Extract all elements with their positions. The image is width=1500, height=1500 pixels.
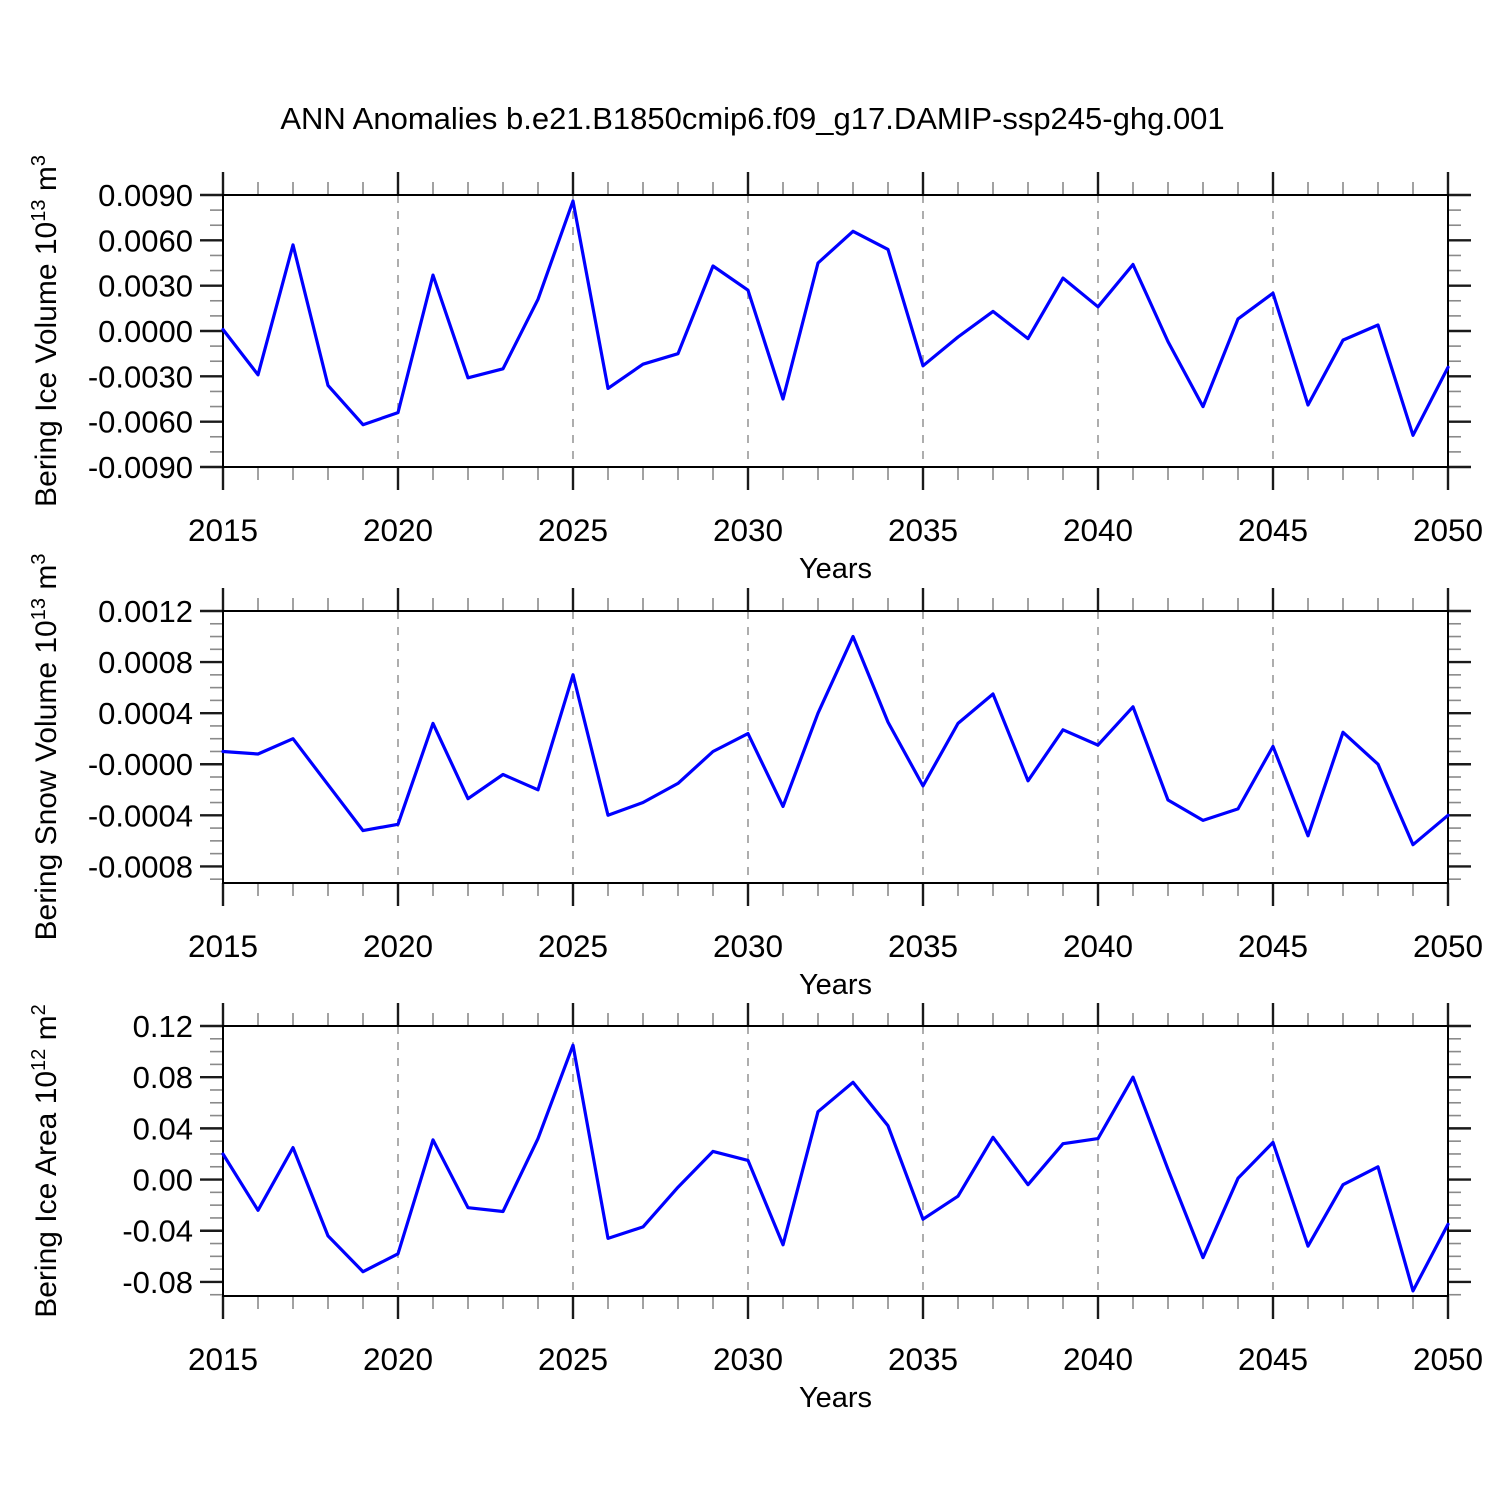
x-tick-label: 2020 bbox=[363, 928, 433, 964]
y-tick-label: -0.04 bbox=[122, 1214, 193, 1249]
y-tick-label: -0.0000 bbox=[88, 747, 193, 782]
x-tick-label: 2020 bbox=[363, 512, 433, 548]
y-tick-label: 0.0030 bbox=[98, 269, 193, 304]
x-tick-label: 2040 bbox=[1063, 928, 1133, 964]
x-tick-label: 2035 bbox=[888, 928, 958, 964]
y-tick-label: 0.12 bbox=[133, 1009, 193, 1044]
x-tick-label: 2015 bbox=[188, 928, 258, 964]
y-tick-label: 0.08 bbox=[133, 1060, 193, 1095]
x-tick-label: 2025 bbox=[538, 928, 608, 964]
x-tick-label: 2030 bbox=[713, 928, 783, 964]
x-tick-label: 2030 bbox=[713, 512, 783, 548]
x-tick-label: 2050 bbox=[1413, 928, 1483, 964]
x-tick-label: 2035 bbox=[888, 1341, 958, 1377]
x-tick-label: 2025 bbox=[538, 512, 608, 548]
y-tick-label: 0.0090 bbox=[98, 178, 193, 213]
y-tick-label: 0.00 bbox=[133, 1163, 193, 1198]
x-tick-label: 2035 bbox=[888, 512, 958, 548]
x-tick-label: 2020 bbox=[363, 1341, 433, 1377]
y-tick-label: 0.0000 bbox=[98, 314, 193, 349]
x-tick-label: 2045 bbox=[1238, 928, 1308, 964]
plot-frame bbox=[222, 610, 1449, 884]
y-tick-label: 0.04 bbox=[133, 1111, 193, 1146]
plot-frame bbox=[222, 1025, 1449, 1297]
series-line bbox=[221, 1043, 1450, 1293]
y-tick-label: -0.0030 bbox=[88, 359, 193, 394]
x-tick-label: 2050 bbox=[1413, 512, 1483, 548]
y-tick-label: -0.0004 bbox=[88, 798, 193, 833]
y-tick-label: 0.0008 bbox=[98, 645, 193, 680]
y-tick-label: -0.0090 bbox=[88, 450, 193, 485]
x-tick-label: 2015 bbox=[188, 512, 258, 548]
x-tick-label: 2045 bbox=[1238, 1341, 1308, 1377]
x-tick-label: 2040 bbox=[1063, 1341, 1133, 1377]
y-tick-label: 0.0060 bbox=[98, 223, 193, 258]
x-tick-label: 2045 bbox=[1238, 512, 1308, 548]
series-line bbox=[221, 634, 1450, 847]
y-tick-label: -0.08 bbox=[122, 1265, 193, 1300]
y-tick-label: 0.0004 bbox=[98, 696, 193, 731]
series-line bbox=[221, 199, 1450, 437]
x-tick-label: 2015 bbox=[188, 1341, 258, 1377]
y-tick-label: -0.0008 bbox=[88, 849, 193, 884]
x-tick-label: 2040 bbox=[1063, 512, 1133, 548]
x-tick-label: 2025 bbox=[538, 1341, 608, 1377]
chart-title: ANN Anomalies b.e21.B1850cmip6.f09_g17.D… bbox=[280, 101, 1225, 136]
y-tick-label: 0.0012 bbox=[98, 594, 193, 629]
y-tick-label: -0.0060 bbox=[88, 405, 193, 440]
x-axis-title: Years bbox=[799, 1382, 872, 1414]
x-tick-label: 2050 bbox=[1413, 1341, 1483, 1377]
plot-frame bbox=[222, 194, 1449, 468]
x-axis-title: Years bbox=[799, 553, 872, 585]
x-axis-title: Years bbox=[799, 969, 872, 1001]
x-tick-label: 2030 bbox=[713, 1341, 783, 1377]
